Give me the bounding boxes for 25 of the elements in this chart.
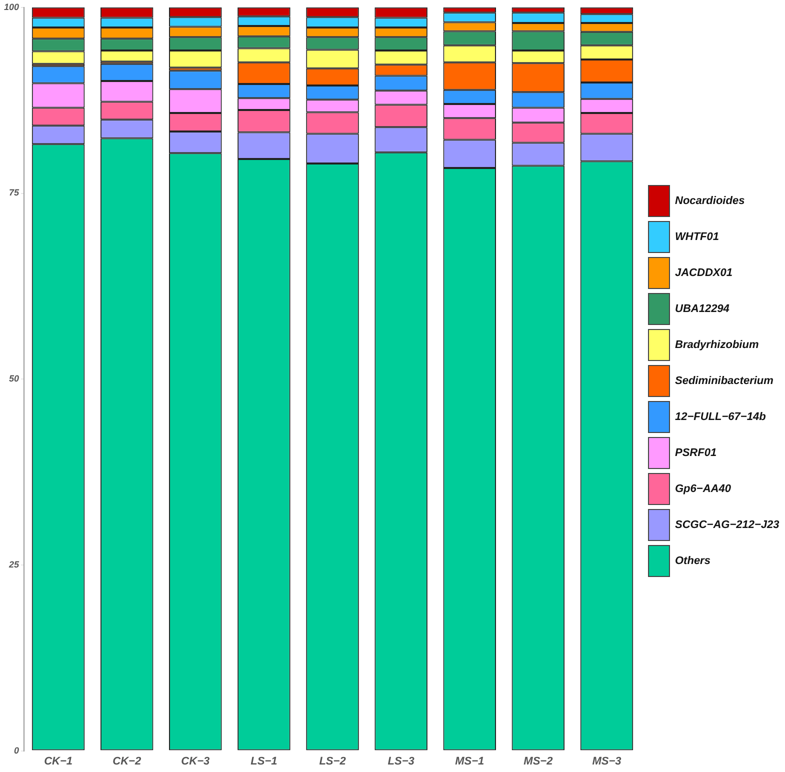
text: Nocardioides [675, 195, 745, 207]
text: Gp6−AA40 [675, 483, 731, 495]
text: WHTF01 [675, 231, 719, 243]
y-tick-label: 75 [9, 188, 20, 198]
y-tick-label: 50 [9, 374, 20, 384]
text: UBA12294 [675, 303, 730, 315]
text: SCGC−AG−212−J23 [675, 519, 780, 531]
x-tick-label: MS−3 [592, 755, 622, 768]
text: JACDDX01 [675, 267, 732, 279]
x-tick-label: CK−1 [44, 755, 73, 768]
text: PSRF01 [675, 447, 717, 459]
x-tick-label: LS−2 [319, 755, 346, 768]
text: Sediminibacterium [675, 375, 774, 387]
x-tick-label: LS−1 [250, 755, 278, 768]
x-tick-label: MS−1 [455, 755, 484, 768]
x-tick-label: CK−3 [181, 755, 210, 768]
y-tick-label: 25 [8, 559, 20, 570]
y-tick-label: 0 [14, 745, 20, 756]
x-tick-label: LS−3 [388, 755, 414, 768]
x-tick-label: MS−2 [524, 755, 553, 768]
text: Others [675, 555, 710, 567]
text: Bradyrhizobium [675, 339, 759, 351]
x-tick-label: CK−2 [112, 755, 142, 768]
text: 12−FULL−67−14b [675, 411, 766, 423]
y-tick-label: 100 [4, 2, 20, 12]
